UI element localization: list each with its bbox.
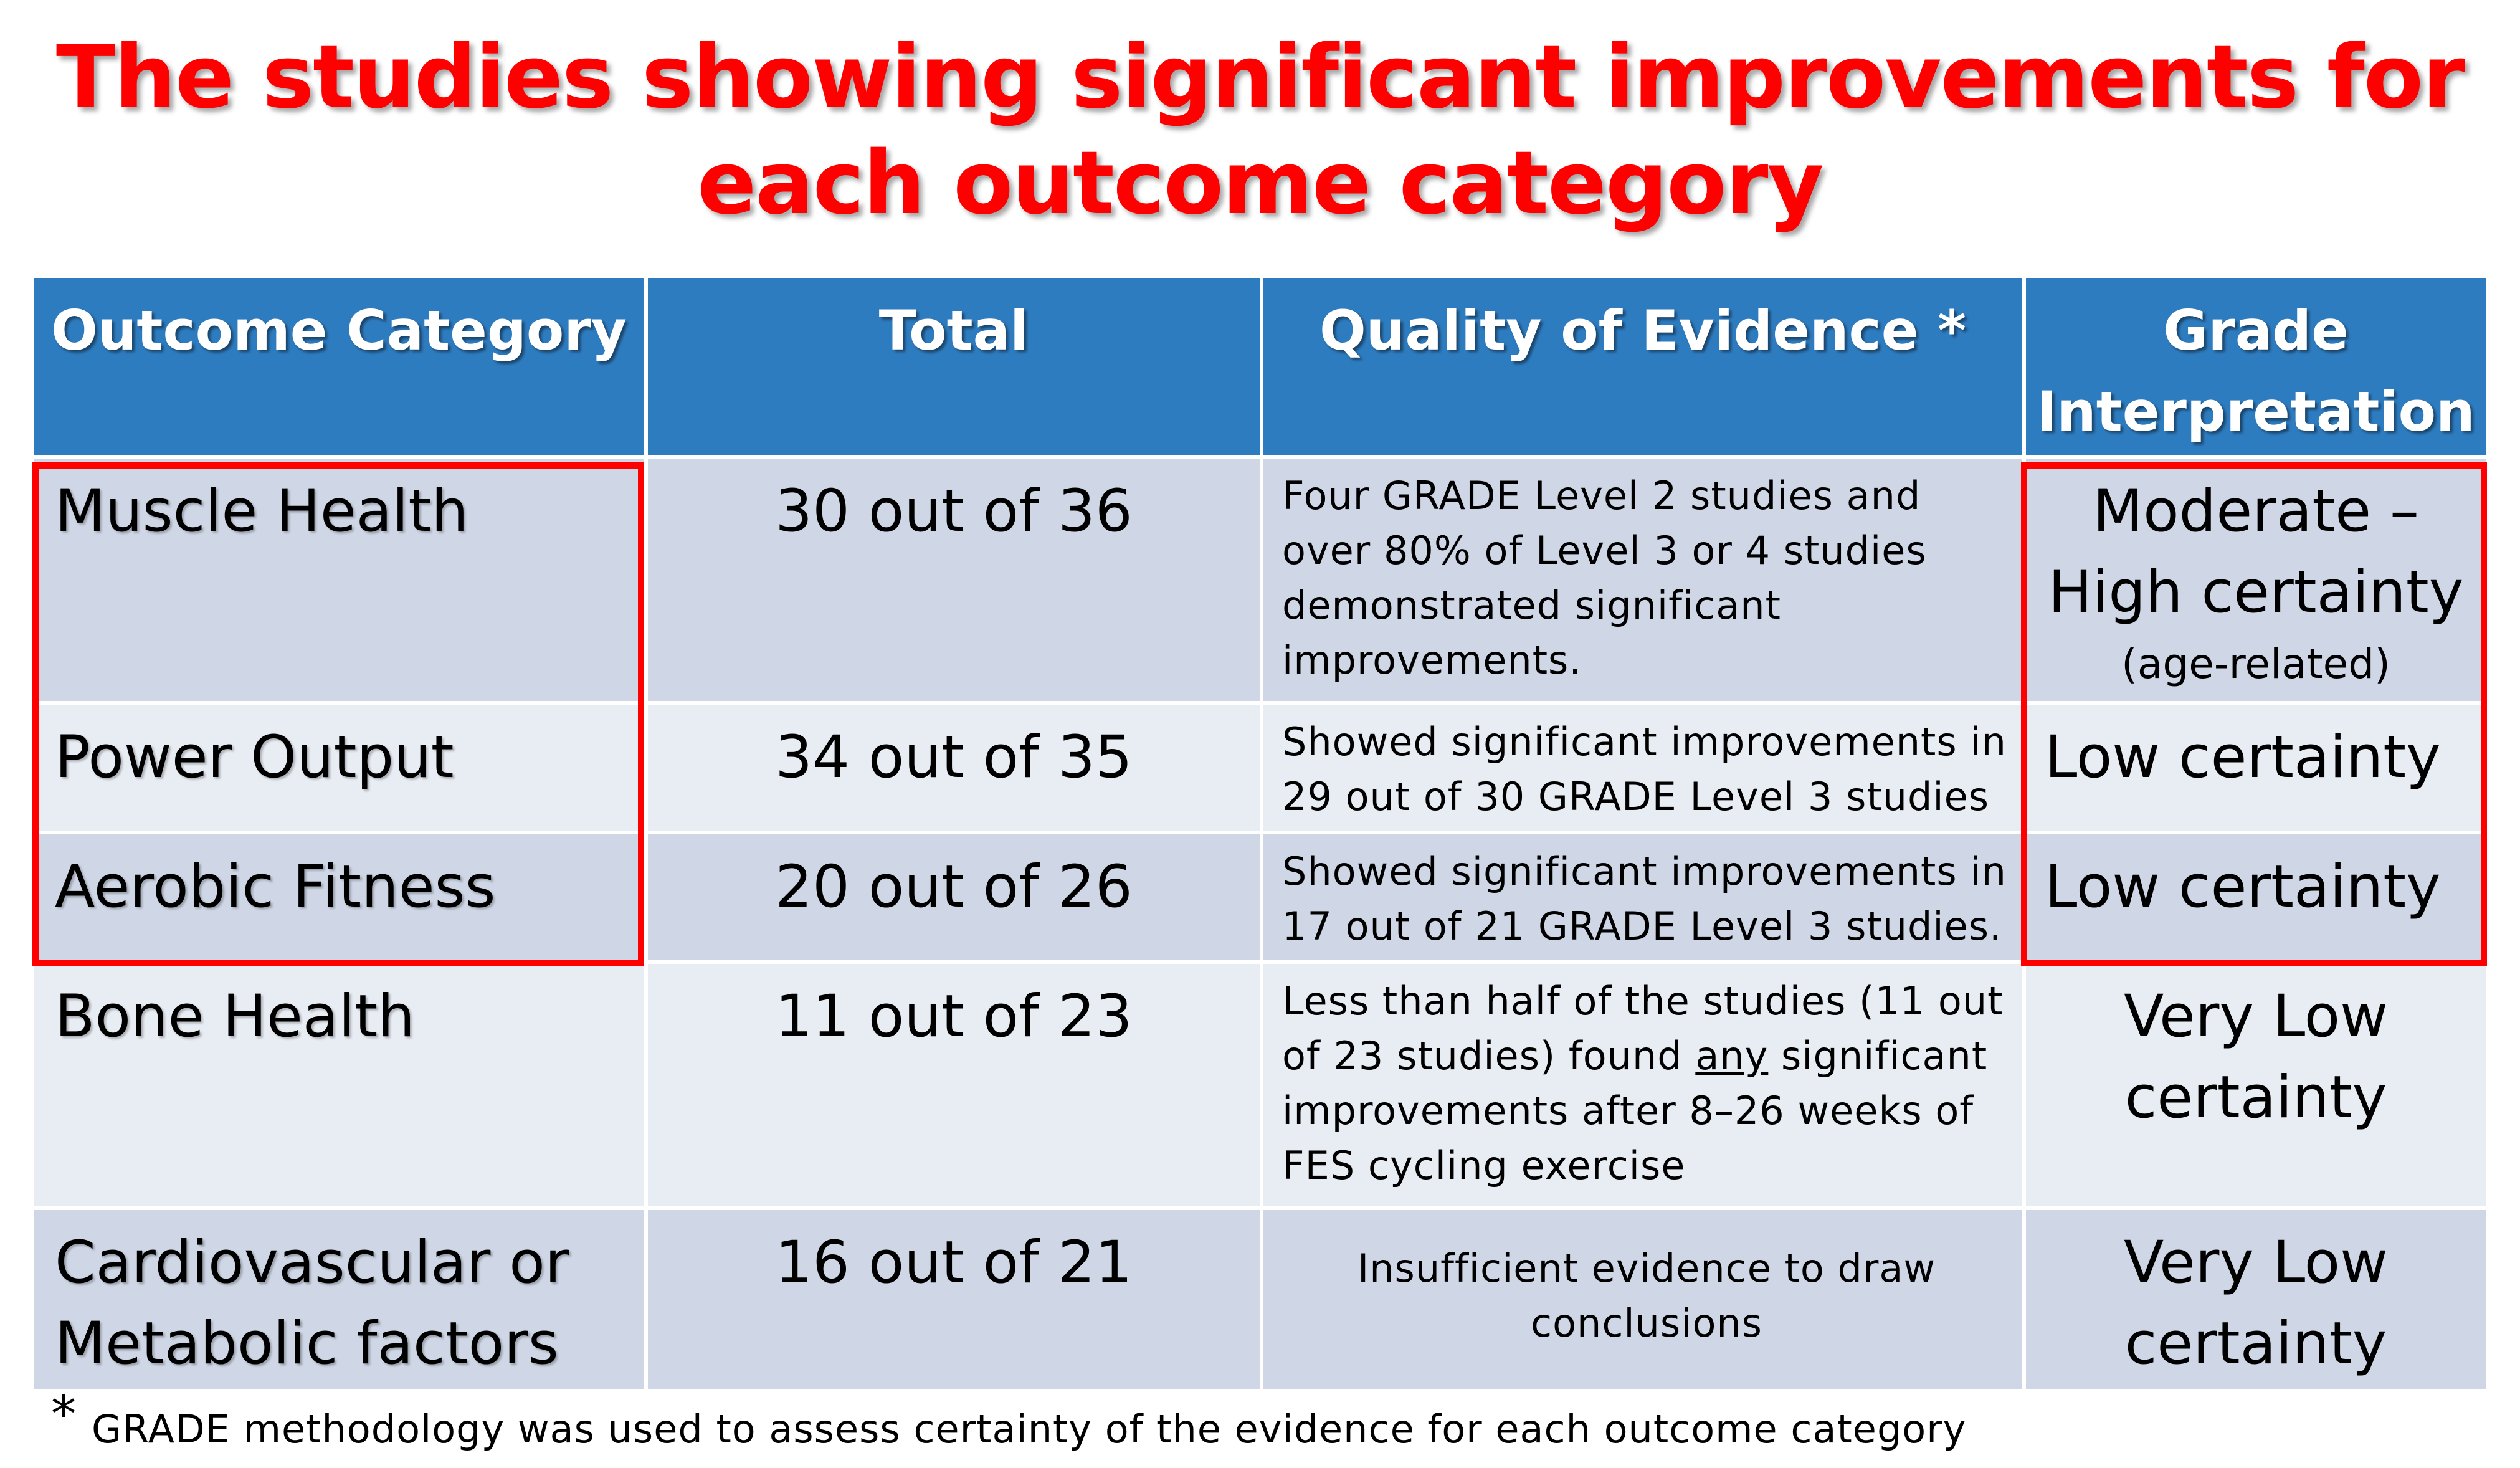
quality-text-after: significant improvements after 8–26 week… xyxy=(1282,1033,1988,1188)
header-quality-of-evidence: Quality of Evidence * xyxy=(1260,274,2026,459)
cell-category: Cardiovascular or Metabolic factors xyxy=(30,1206,648,1393)
cell-total: 11 out of 23 xyxy=(644,960,1263,1210)
footnote-text: GRADE methodology was used to assess cer… xyxy=(92,1406,1967,1452)
cell-quality: Less than half of the studies (11 out of… xyxy=(1260,960,2026,1210)
table-row-muscle-health: Muscle Health 30 out of 36 Four GRADE Le… xyxy=(30,455,2489,705)
cell-total: 16 out of 21 xyxy=(644,1206,1263,1393)
cell-grade: Very Low certainty xyxy=(2022,1206,2489,1393)
header-outcome-category: Outcome Category xyxy=(30,274,648,459)
table-row-bone-health: Bone Health 11 out of 23 Less than half … xyxy=(30,960,2489,1210)
footnote-asterisk: * xyxy=(51,1385,77,1443)
table-row-power-output: Power Output 34 out of 35 Showed signifi… xyxy=(30,701,2489,834)
cell-quality: Showed significant improvements in 17 ou… xyxy=(1260,831,2026,964)
cell-quality: Four GRADE Level 2 studies and over 80% … xyxy=(1260,455,2026,705)
quality-text-before: Less than half of the studies (11 out of… xyxy=(1282,978,2004,1079)
cell-quality: Showed significant improvements in 29 ou… xyxy=(1260,701,2026,834)
cell-grade: Moderate – High certainty (age-related) xyxy=(2022,455,2489,705)
cell-category: Power Output xyxy=(30,701,648,834)
grade-sub: (age-related) xyxy=(2121,640,2390,688)
evidence-table: Outcome Category Total Quality of Eviden… xyxy=(30,274,2489,1393)
cell-category: Muscle Health xyxy=(30,455,648,705)
table-row-aerobic-fitness: Aerobic Fitness 20 out of 26 Showed sign… xyxy=(30,831,2489,964)
header-grade-line-2: Interpretation xyxy=(2037,379,2475,444)
footnote: * GRADE methodology was used to assess ce… xyxy=(51,1389,1966,1454)
slide-title: The studies showing significant improvem… xyxy=(0,25,2520,237)
header-total: Total xyxy=(644,274,1263,459)
quality-text-emphasis: any xyxy=(1695,1033,1769,1079)
cell-category: Aerobic Fitness xyxy=(30,831,648,964)
cell-category: Bone Health xyxy=(30,960,648,1210)
header-grade-line-1: Grade xyxy=(2163,298,2349,363)
table-header-row: Outcome Category Total Quality of Eviden… xyxy=(30,274,2489,459)
grade-main: Moderate – High certainty xyxy=(2048,477,2464,626)
cell-quality: Insufficient evidence to draw conclusion… xyxy=(1260,1206,2026,1393)
header-grade-interpretation: Grade Interpretation xyxy=(2022,274,2489,459)
cell-grade: Low certainty xyxy=(2022,701,2489,834)
cell-total: 34 out of 35 xyxy=(644,701,1263,834)
title-line-1: The studies showing significant improvem… xyxy=(55,27,2465,128)
cell-grade: Very Low certainty xyxy=(2022,960,2489,1210)
table-row-cardiovascular-metabolic: Cardiovascular or Metabolic factors 16 o… xyxy=(30,1206,2489,1393)
cell-total: 20 out of 26 xyxy=(644,831,1263,964)
cell-grade: Low certainty xyxy=(2022,831,2489,964)
title-line-2: each outcome category xyxy=(697,133,1823,234)
cell-total: 30 out of 36 xyxy=(644,455,1263,705)
